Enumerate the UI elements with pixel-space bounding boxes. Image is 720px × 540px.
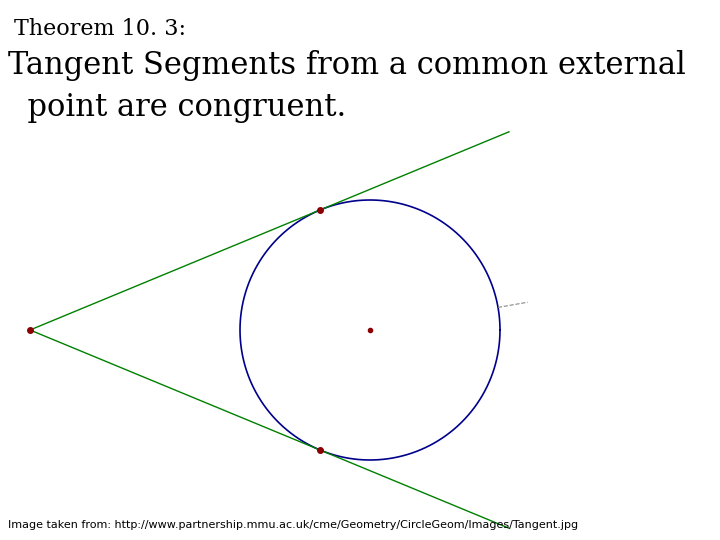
Text: point are congruent.: point are congruent.	[8, 92, 346, 123]
Text: Theorem 10. 3:: Theorem 10. 3:	[14, 18, 186, 40]
Text: Image taken from: http://www.partnership.mmu.ac.uk/cme/Geometry/CircleGeom/Image: Image taken from: http://www.partnership…	[8, 520, 578, 530]
Text: Tangent Segments from a common external: Tangent Segments from a common external	[8, 50, 685, 81]
